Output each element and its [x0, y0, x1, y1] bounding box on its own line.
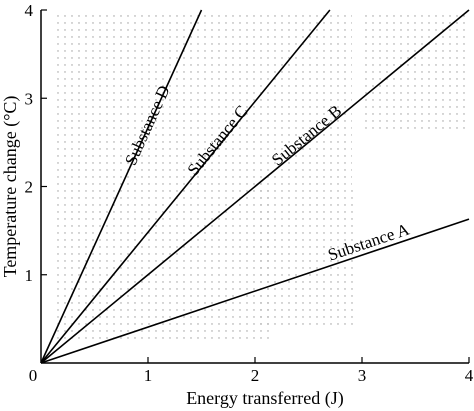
substance-c-line: [40, 9, 331, 364]
stipple-region-3: [255, 189, 355, 329]
series-lines: [40, 9, 470, 364]
substance-b-line: [40, 9, 470, 364]
origin-label: 0: [29, 366, 38, 385]
y-axis-title: Temperature change (°C): [0, 96, 21, 278]
x-axis-title: Energy transferred (J): [186, 388, 344, 409]
y-tick-label-3: 3: [25, 89, 34, 108]
x-tick-label-3: 3: [358, 366, 367, 385]
axes: [40, 9, 470, 364]
stipple-region-4: [360, 14, 468, 134]
x-tick-label-2: 2: [251, 366, 260, 385]
substance-d-line: [40, 9, 203, 364]
substance-a-line: [40, 218, 470, 364]
y-tick-label-1: 1: [25, 266, 34, 285]
y-tick-label-4: 4: [25, 1, 34, 20]
x-tick-label-4: 4: [465, 366, 474, 385]
y-tick-label-2: 2: [25, 178, 34, 197]
x-tick-label-1: 1: [144, 366, 153, 385]
